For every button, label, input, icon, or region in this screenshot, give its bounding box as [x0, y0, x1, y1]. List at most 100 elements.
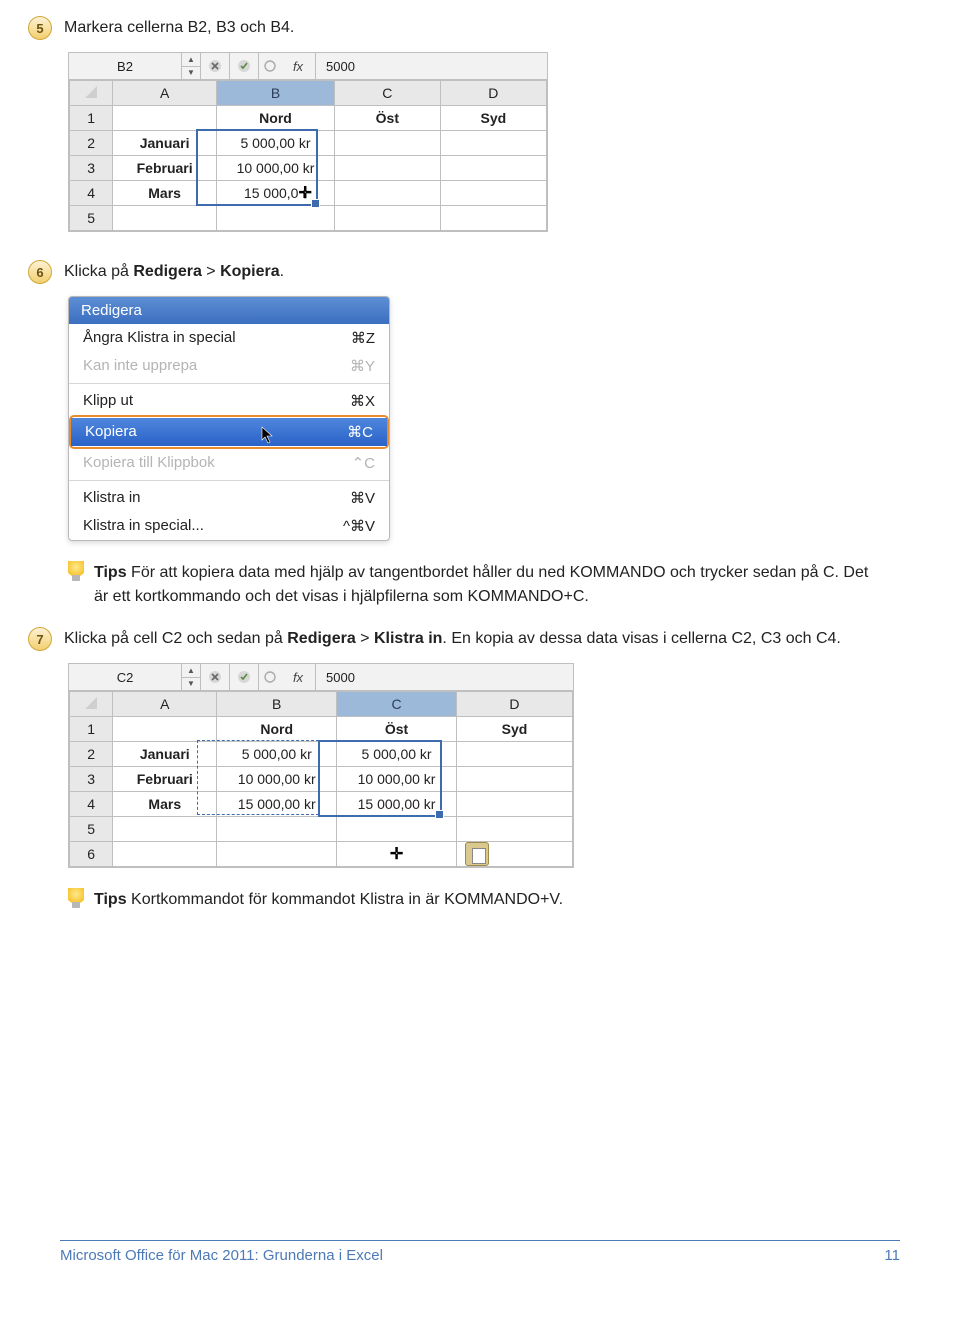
cell[interactable] [440, 156, 546, 181]
cancel-icon[interactable] [201, 53, 230, 79]
col-C[interactable]: C [334, 81, 440, 106]
step-6-bullet: 6 [28, 260, 52, 284]
edit-menu: Redigera Ångra Klistra in special⌘Z Kan … [68, 296, 390, 541]
footer-page-number: 11 [884, 1247, 900, 1264]
cell[interactable]: 5 000,00 kr [337, 742, 457, 767]
tip-2: Tips Kortkommandot för kommandot Klistra… [68, 888, 900, 912]
cell[interactable] [113, 106, 217, 131]
cell[interactable]: Januari [113, 131, 217, 156]
step-7-text: Klicka på cell C2 och sedan på Redigera … [64, 627, 841, 651]
cell[interactable]: Syd [456, 717, 572, 742]
cell[interactable] [113, 842, 217, 867]
cell[interactable] [334, 156, 440, 181]
col-B[interactable]: B [217, 692, 337, 717]
spreadsheet-1: B2 ▲▼ fx 5000 A B C D 1 [68, 52, 548, 232]
paste-options-icon[interactable] [465, 842, 489, 866]
formula-value[interactable]: 5000 [316, 59, 365, 74]
tip-label: Tips [94, 891, 127, 908]
cell[interactable] [440, 206, 546, 231]
step-6-text: Klicka på Redigera > Kopiera. [64, 260, 284, 284]
fill-handle[interactable] [311, 199, 320, 208]
row-2[interactable]: 2 [70, 131, 113, 156]
cell[interactable] [334, 181, 440, 206]
cell[interactable] [217, 842, 337, 867]
refresh-icon[interactable] [259, 53, 281, 79]
cancel-icon[interactable] [201, 664, 230, 690]
cell[interactable] [334, 131, 440, 156]
menu-paste[interactable]: Klistra in⌘V [69, 484, 389, 512]
cell[interactable]: Öst [334, 106, 440, 131]
confirm-icon[interactable] [230, 53, 259, 79]
step-5-text: Markera cellerna B2, B3 och B4. [64, 16, 294, 40]
cell[interactable]: 5 000,00 kr [217, 131, 335, 156]
cell[interactable]: 10 000,00 kr [217, 156, 335, 181]
namebox-stepper[interactable]: ▲▼ [182, 664, 201, 690]
menu-undo[interactable]: Ångra Klistra in special⌘Z [69, 324, 389, 352]
row-3[interactable]: 3 [70, 156, 113, 181]
col-A[interactable]: A [113, 81, 217, 106]
cell[interactable] [217, 817, 337, 842]
cell[interactable] [456, 767, 572, 792]
cell[interactable] [113, 206, 217, 231]
cell[interactable]: 5 000,00 kr [217, 742, 337, 767]
cell[interactable] [456, 792, 572, 817]
col-D[interactable]: D [440, 81, 546, 106]
cell[interactable] [113, 817, 217, 842]
menu-cut[interactable]: Klipp ut⌘X [69, 387, 389, 415]
row-1[interactable]: 1 [70, 106, 113, 131]
cell[interactable]: Februari [113, 156, 217, 181]
cell[interactable]: Januari [113, 742, 217, 767]
cell[interactable]: 10 000,00 kr [337, 767, 457, 792]
row-2[interactable]: 2 [70, 742, 113, 767]
row-4[interactable]: 4 [70, 181, 113, 206]
cell[interactable] [113, 717, 217, 742]
cell[interactable]: Öst [337, 717, 457, 742]
cell[interactable] [337, 817, 457, 842]
refresh-icon[interactable] [259, 664, 281, 690]
lightbulb-icon [68, 561, 84, 581]
menu-copy-clipboard[interactable]: Kopiera till Klippbok⌃C [69, 449, 389, 477]
row-5[interactable]: 5 [70, 206, 113, 231]
cell[interactable]: 15 000,00 kr [217, 792, 337, 817]
cell[interactable]: Nord [217, 717, 337, 742]
row-4[interactable]: 4 [70, 792, 113, 817]
corner-cell[interactable] [70, 81, 113, 106]
col-B[interactable]: B [217, 81, 335, 106]
cell[interactable] [456, 842, 572, 867]
cell[interactable]: Syd [440, 106, 546, 131]
confirm-icon[interactable] [230, 664, 259, 690]
menu-paste-special[interactable]: Klistra in special...^⌘V [69, 512, 389, 540]
tip-label: Tips [94, 564, 127, 581]
row-5[interactable]: 5 [70, 817, 113, 842]
formula-value[interactable]: 5000 [316, 670, 365, 685]
cell[interactable] [440, 131, 546, 156]
name-box[interactable]: B2 [69, 53, 182, 79]
col-A[interactable]: A [113, 692, 217, 717]
cell[interactable] [440, 181, 546, 206]
step-5: 5 Markera cellerna B2, B3 och B4. [28, 16, 900, 40]
cell[interactable]: Februari [113, 767, 217, 792]
tip-text: Kortkommandot för kommandot Klistra in ä… [127, 891, 563, 908]
cell[interactable]: 10 000,00 kr [217, 767, 337, 792]
row-6[interactable]: 6 [70, 842, 113, 867]
row-3[interactable]: 3 [70, 767, 113, 792]
cell[interactable]: ✛ [337, 842, 457, 867]
cell[interactable] [334, 206, 440, 231]
cell[interactable]: Mars [113, 792, 217, 817]
name-box[interactable]: C2 [69, 664, 182, 690]
namebox-stepper[interactable]: ▲▼ [182, 53, 201, 79]
cell[interactable]: Nord [217, 106, 335, 131]
col-C[interactable]: C [337, 692, 457, 717]
fx-label: fx [281, 664, 316, 690]
cell[interactable] [456, 817, 572, 842]
menu-copy[interactable]: Kopiera⌘C [71, 418, 387, 446]
fill-handle[interactable] [435, 810, 444, 819]
corner-cell[interactable] [70, 692, 113, 717]
cell[interactable] [456, 742, 572, 767]
tip-1: Tips För att kopiera data med hjälp av t… [68, 561, 900, 609]
step-5-bullet: 5 [28, 16, 52, 40]
row-1[interactable]: 1 [70, 717, 113, 742]
col-D[interactable]: D [456, 692, 572, 717]
cell[interactable]: Mars [113, 181, 217, 206]
cell[interactable] [217, 206, 335, 231]
